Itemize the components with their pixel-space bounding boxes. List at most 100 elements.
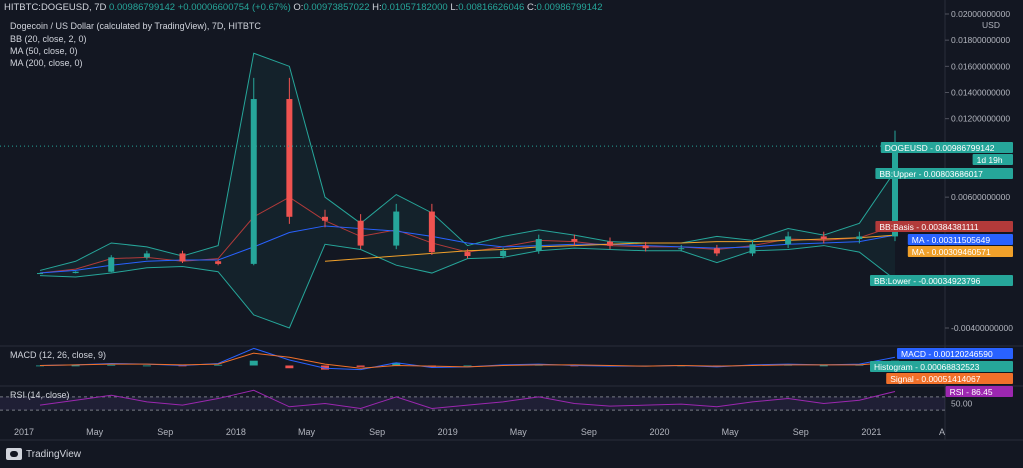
brand-label: TradingView bbox=[26, 448, 82, 460]
high-value: 0.01057182000 bbox=[381, 2, 448, 13]
symbol-header: HITBTC:DOGEUSD, 7D 0.00986799142 +0.0000… bbox=[4, 2, 603, 13]
value-badge-label: DOGEUSD - 0.00986799142 bbox=[885, 143, 995, 153]
time-tick-label: 2019 bbox=[438, 427, 458, 437]
price-candle bbox=[713, 248, 720, 254]
price-tick-label: 0.01400000000 bbox=[951, 87, 1010, 97]
value-badge bbox=[875, 168, 1013, 179]
price-candle bbox=[892, 146, 898, 237]
macd-histogram-bar bbox=[71, 365, 80, 367]
value-badge bbox=[907, 234, 1013, 245]
price-candle bbox=[464, 252, 471, 257]
price-candle bbox=[357, 220, 364, 246]
price-candle bbox=[72, 271, 79, 274]
rsi-tick-label: 50.00 bbox=[951, 399, 973, 409]
value-badge-label: BB:Lower - -0.00034923796 bbox=[874, 276, 981, 286]
value-badge-label: MA - 0.00311505649 bbox=[912, 235, 991, 245]
legend-rsi[interactable]: RSI (14, close) bbox=[10, 390, 70, 400]
price-candle bbox=[607, 241, 613, 246]
value-badge-label: BB:Upper - 0.00803686017 bbox=[879, 169, 983, 179]
value-badge bbox=[945, 386, 1013, 397]
legend-bb[interactable]: BB (20, close, 2, 0) bbox=[10, 34, 87, 44]
value-badge-label: RSI - 86.45 bbox=[950, 387, 993, 397]
legend-macd[interactable]: MACD (12, 26, close, 9) bbox=[10, 350, 107, 360]
price-candle bbox=[286, 99, 293, 217]
value-badge bbox=[880, 142, 1013, 153]
macd-histogram-bar bbox=[356, 365, 365, 367]
open-label: O: bbox=[293, 2, 304, 13]
price-tick-label: 0.01800000000 bbox=[951, 35, 1010, 45]
time-tick-label: 2021 bbox=[861, 427, 881, 437]
time-tick-label: Sep bbox=[157, 427, 173, 437]
macd-signal-line bbox=[39, 352, 896, 369]
time-tick-label: May bbox=[722, 427, 740, 437]
price-tick-label: 0.01600000000 bbox=[951, 61, 1010, 71]
time-tick-label: Sep bbox=[581, 427, 597, 437]
macd-histogram-bar bbox=[819, 365, 828, 367]
value-badge bbox=[886, 373, 1013, 384]
time-tick-label: May bbox=[86, 427, 104, 437]
price-tick-label: 0.00600000000 bbox=[951, 192, 1010, 202]
value-badge bbox=[897, 348, 1013, 359]
low-label: L: bbox=[450, 2, 459, 13]
price-candle bbox=[642, 245, 649, 249]
price-tick-label: 0.02000000000 bbox=[951, 9, 1010, 19]
time-tick-label: Sep bbox=[369, 427, 385, 437]
value-badge-label: BB:Basis - 0.00384381111 bbox=[879, 222, 979, 232]
price-tick-label: 0.01200000000 bbox=[951, 114, 1010, 124]
tradingview-brand[interactable]: TradingView bbox=[6, 448, 81, 460]
time-tick-label: Sep bbox=[793, 427, 809, 437]
legend-ma50[interactable]: MA (50, close, 0) bbox=[10, 46, 78, 56]
macd-histogram-bar bbox=[321, 365, 329, 370]
value-badge bbox=[870, 361, 1013, 372]
price-candle bbox=[250, 99, 257, 264]
legend-ma200[interactable]: MA (200, close, 0) bbox=[10, 58, 83, 68]
time-tick-label: May bbox=[298, 427, 316, 437]
macd-histogram-bar bbox=[107, 364, 116, 366]
macd-histogram-bar bbox=[285, 365, 294, 369]
price-candle bbox=[108, 257, 115, 272]
value-badge bbox=[875, 221, 1013, 232]
rsi-line bbox=[39, 389, 896, 409]
price-candle bbox=[215, 261, 222, 264]
price-candle bbox=[143, 253, 150, 258]
price-candle bbox=[571, 239, 578, 242]
last-price: 0.00986799142 bbox=[109, 2, 176, 13]
price-change: +0.00006600754 (+0.67%) bbox=[177, 2, 291, 13]
time-tick-label: A bbox=[939, 427, 945, 437]
price-tick-label: -0.00400000000 bbox=[951, 323, 1013, 333]
price-candle bbox=[179, 253, 186, 262]
macd-histogram-bar bbox=[214, 364, 223, 366]
value-badge-label: Histogram - 0.00068832523 bbox=[874, 362, 980, 372]
macd-histogram-bar bbox=[392, 362, 401, 366]
close-label: C: bbox=[526, 2, 537, 13]
rsi-band-fill bbox=[0, 396, 945, 411]
open-value: 0.00973857022 bbox=[303, 2, 370, 13]
symbol-name[interactable]: HITBTC:DOGEUSD, 7D bbox=[4, 2, 107, 13]
macd-histogram-bar bbox=[142, 365, 151, 367]
price-candle bbox=[500, 250, 507, 257]
chart-title[interactable]: Dogecoin / US Dollar (calculated by Trad… bbox=[10, 21, 261, 31]
value-badge bbox=[870, 275, 1013, 286]
price-candle bbox=[856, 236, 863, 240]
close-value: 0.00986799142 bbox=[536, 2, 603, 13]
price-candle bbox=[678, 248, 685, 250]
price-candle bbox=[393, 211, 400, 246]
value-badge bbox=[972, 154, 1013, 165]
price-candle bbox=[749, 244, 756, 254]
time-tick-label: 2017 bbox=[14, 427, 34, 437]
time-tick-label: May bbox=[510, 427, 528, 437]
price-candle bbox=[785, 236, 792, 245]
value-badge-label: MACD - 0.00120246590 bbox=[901, 349, 993, 359]
time-tick-label: 2018 bbox=[226, 427, 246, 437]
value-badge-label: Signal - 0.00051414067 bbox=[890, 374, 981, 384]
macd-histogram-bar bbox=[249, 360, 258, 366]
time-tick-label: 2020 bbox=[650, 427, 670, 437]
macd-histogram-bar bbox=[463, 365, 472, 367]
price-candle bbox=[37, 273, 43, 275]
high-label: H: bbox=[372, 2, 382, 13]
value-badge bbox=[907, 246, 1013, 257]
value-badge-label: 1d 19h bbox=[977, 155, 1003, 165]
currency-label: USD bbox=[982, 20, 1000, 30]
